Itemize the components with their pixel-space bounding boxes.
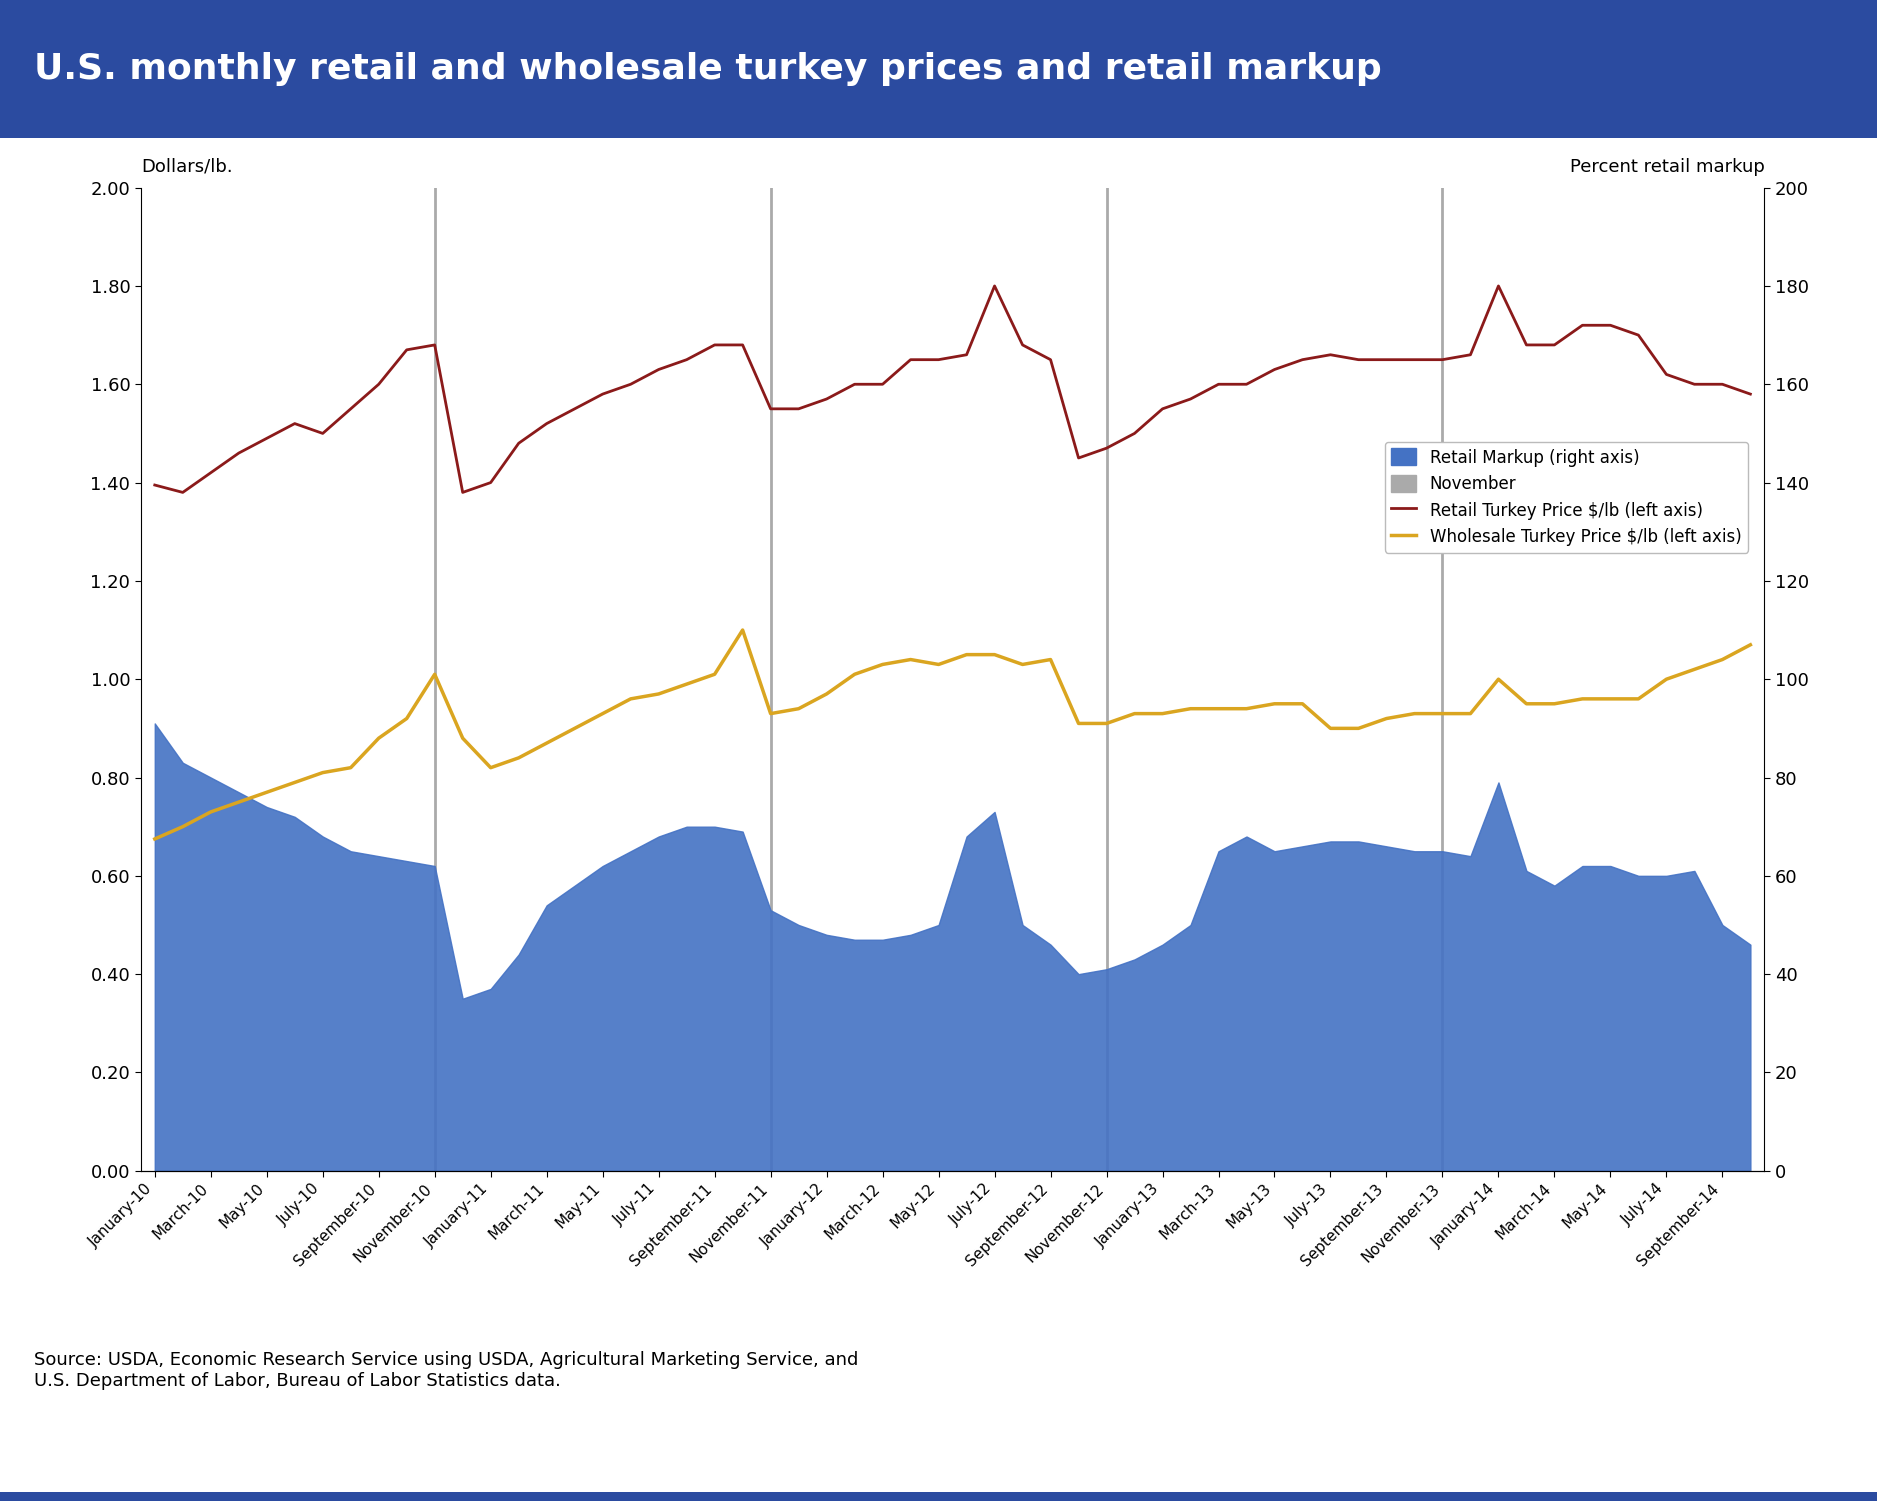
Text: U.S. monthly retail and wholesale turkey prices and retail markup: U.S. monthly retail and wholesale turkey…	[34, 53, 1381, 86]
Legend: Retail Markup (right axis), November, Retail Turkey Price $/lb (left axis), Whol: Retail Markup (right axis), November, Re…	[1385, 441, 1747, 552]
Text: Source: USDA, Economic Research Service using USDA, Agricultural Marketing Servi: Source: USDA, Economic Research Service …	[34, 1351, 858, 1390]
Text: Percent retail markup: Percent retail markup	[1569, 158, 1764, 176]
Text: Dollars/lb.: Dollars/lb.	[141, 158, 233, 176]
